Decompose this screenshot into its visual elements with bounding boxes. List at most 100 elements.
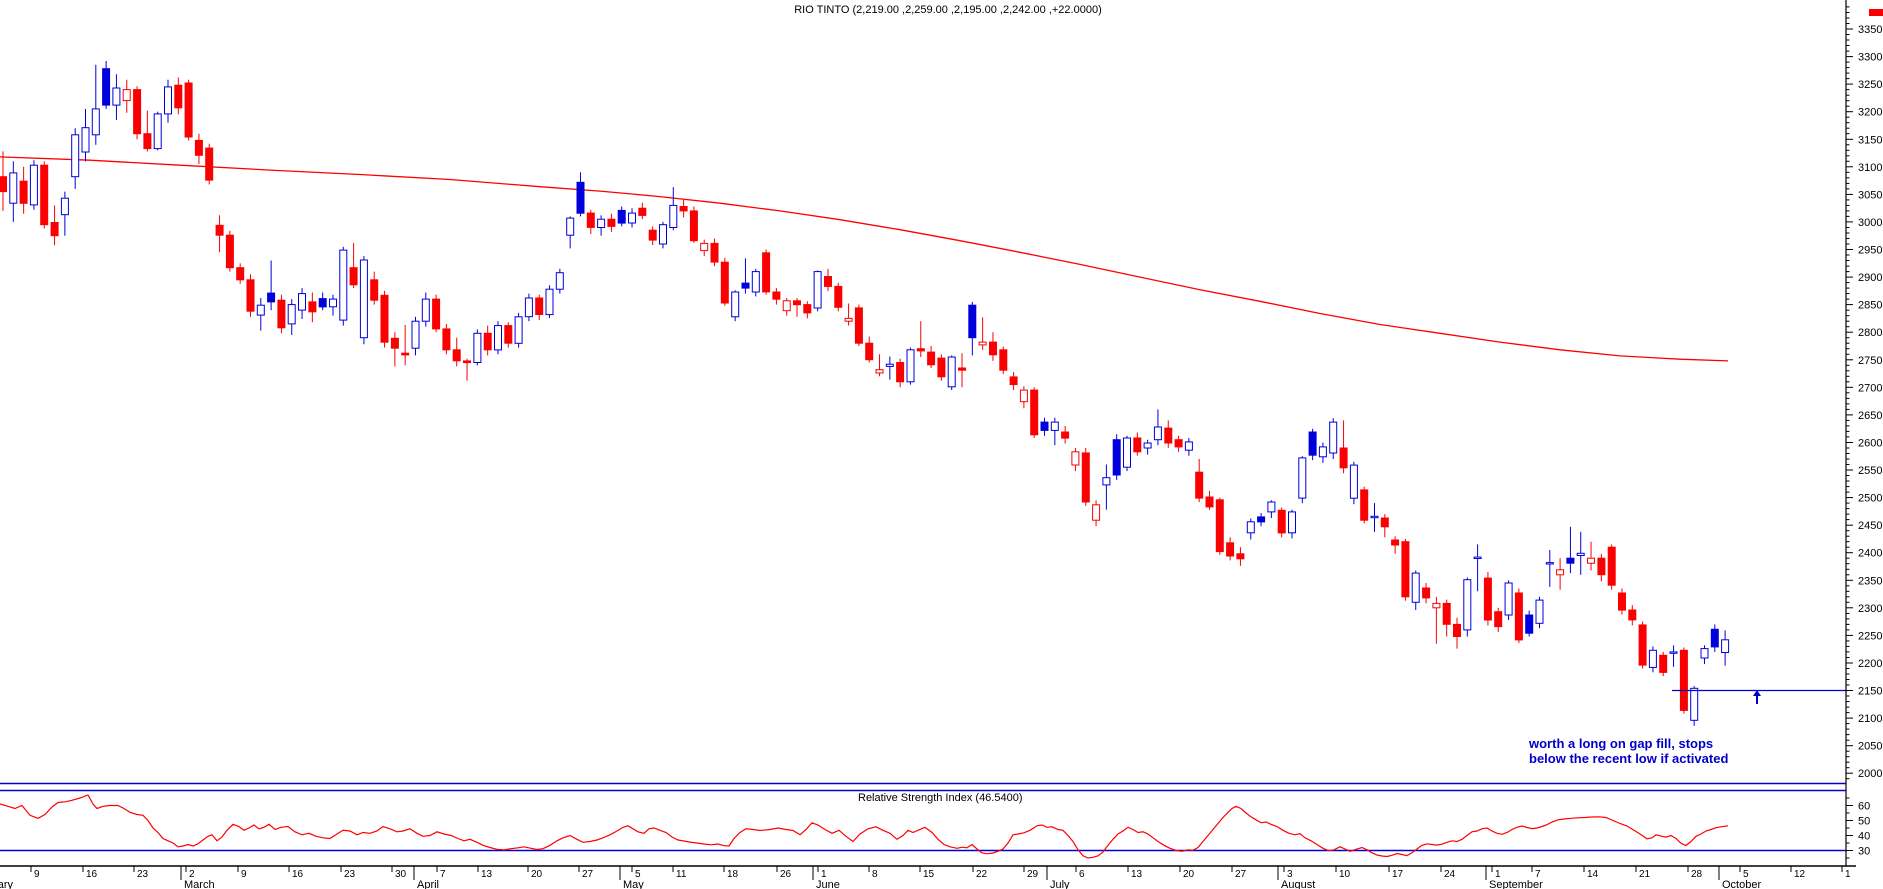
candle	[504, 322, 513, 348]
candle	[1308, 428, 1317, 461]
week-tick-label: 7	[440, 869, 446, 880]
candle-body	[782, 300, 791, 312]
candle-body	[504, 325, 513, 344]
candle	[494, 321, 502, 355]
candle-body	[885, 363, 894, 367]
candle-body	[875, 369, 884, 374]
week-tick-label: 22	[976, 869, 988, 880]
candle-body	[91, 108, 100, 136]
candle-body	[339, 249, 348, 321]
candle-body	[720, 261, 729, 304]
candle	[927, 346, 936, 368]
price-tick-label: 2700	[1858, 382, 1882, 394]
week-tick-label: 1	[1845, 869, 1851, 880]
candle-body	[659, 224, 667, 245]
week-tick-label: 16	[86, 869, 98, 880]
date-axis: February91623March29162330April7132027Ma…	[0, 865, 1856, 889]
candle	[1019, 386, 1028, 409]
candle	[29, 160, 38, 210]
candle	[1298, 456, 1307, 504]
candle-body	[1009, 376, 1018, 386]
candle	[205, 143, 214, 185]
candle	[813, 270, 822, 312]
price-tick-label: 2600	[1858, 438, 1882, 450]
week-tick-label: 24	[1444, 869, 1456, 880]
candle	[1226, 537, 1235, 561]
candle-body	[1288, 511, 1296, 534]
candle-body	[1164, 427, 1173, 444]
candle	[514, 312, 523, 348]
week-tick-label: 26	[780, 869, 792, 880]
month-label: October	[1722, 879, 1761, 889]
candle-body	[514, 316, 523, 344]
candle	[793, 298, 801, 317]
candle-body	[1246, 521, 1255, 534]
candle-body	[1112, 439, 1121, 476]
candle	[597, 215, 606, 236]
candlestick-layer	[0, 61, 1730, 726]
week-tick-label: 23	[137, 869, 149, 880]
candle	[174, 77, 183, 115]
candle-body	[1391, 539, 1400, 546]
candle	[1514, 588, 1523, 644]
candle-body	[442, 328, 451, 351]
price-tick-label: 2800	[1858, 327, 1882, 339]
candle	[318, 292, 327, 311]
candle	[71, 128, 80, 189]
candle-body	[1040, 421, 1049, 431]
candle-body	[246, 279, 255, 312]
price-tick-label: 2450	[1858, 520, 1882, 532]
candle	[1504, 580, 1513, 620]
chart-title: RIO TINTO (2,219.00 ,2,259.00 ,2,195.00 …	[794, 4, 1102, 16]
candle-body	[1061, 431, 1070, 439]
week-tick-label: 12	[1794, 869, 1806, 880]
week-tick-label: 20	[531, 869, 543, 880]
candle	[1535, 596, 1544, 629]
candle	[854, 304, 863, 346]
candle	[1370, 503, 1379, 532]
price-tick-label: 2950	[1858, 245, 1882, 257]
candle-body	[1432, 602, 1441, 609]
candle	[896, 358, 905, 388]
candle	[700, 239, 709, 257]
candle-body	[1597, 557, 1606, 576]
candle-body	[947, 356, 956, 388]
price-tick-label: 2300	[1858, 603, 1882, 615]
price-plot-area[interactable]	[0, 18, 1846, 783]
rsi-line	[0, 794, 1729, 859]
candle-body	[1618, 592, 1626, 611]
price-tick-label: 2900	[1858, 272, 1882, 284]
moving-average-layer	[0, 156, 1729, 362]
candle-body	[566, 217, 575, 236]
candle-body	[1184, 441, 1193, 451]
candle-body	[937, 357, 946, 378]
candle-body	[256, 304, 265, 316]
candle	[164, 79, 172, 123]
candle	[947, 355, 956, 391]
candle	[1422, 583, 1431, 604]
candle	[1205, 491, 1214, 510]
price-tick-label: 2200	[1858, 658, 1882, 670]
candle	[1164, 420, 1173, 448]
candle-body	[225, 234, 234, 269]
candle-body	[824, 276, 832, 287]
candle-body	[927, 351, 936, 366]
candle-body	[1607, 546, 1616, 586]
week-tick-label: 14	[1587, 869, 1599, 880]
candle-body	[597, 218, 606, 228]
candle-body	[617, 209, 626, 224]
price-tick-label: 3100	[1858, 162, 1882, 174]
annotation-line-1: worth a long on gap fill, stops	[1528, 736, 1713, 751]
week-tick-label: 7	[1535, 869, 1541, 880]
price-tick-label: 2150	[1858, 686, 1882, 698]
candle-body	[122, 89, 131, 102]
candle	[50, 205, 59, 246]
candle	[1360, 486, 1369, 524]
candle-body	[380, 294, 389, 343]
candle-body	[1318, 446, 1327, 458]
candle-body	[669, 204, 678, 228]
candle-body	[1411, 572, 1420, 603]
gap-fill-arrow-head	[1753, 690, 1761, 696]
annotation-line-2: below the recent low if activated	[1529, 751, 1728, 766]
